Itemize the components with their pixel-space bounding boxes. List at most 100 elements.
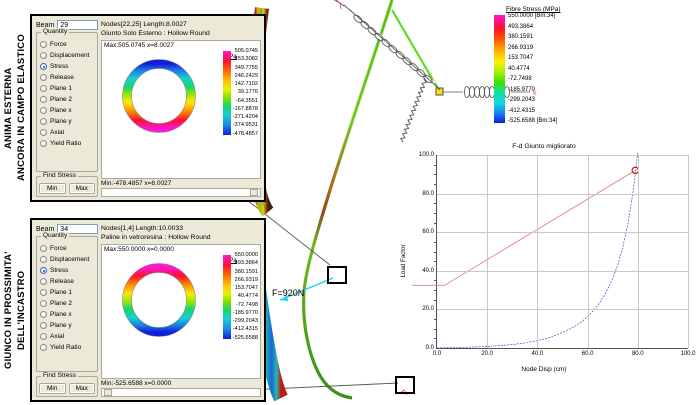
radio-icon	[40, 300, 47, 307]
panel2-find-title: Find Stress	[41, 372, 78, 379]
chart-curves	[437, 155, 688, 348]
panel1-radio-axial-label: Axial	[50, 128, 65, 136]
chart-title: F-d Giunto migliorato	[512, 143, 576, 150]
radio-icon	[40, 344, 47, 351]
panel1-legend-value-7: -167.8878	[232, 105, 258, 112]
panel1-radio-plane1-label: Plane 1	[50, 84, 73, 92]
chart-gridline-h	[437, 193, 688, 195]
panel2-radio-force[interactable]: Force	[40, 243, 95, 254]
panel2-radio-plane2-label: Plane 2	[50, 299, 73, 307]
panel2-legend-value-10: -525.6588	[232, 334, 258, 341]
panel2-find-stress-group: Find Stress Min Max	[36, 372, 98, 397]
panel2-quantity-group: Quantity Force Displacement Stress Relea…	[36, 232, 98, 372]
panel1-radio-release[interactable]: Release	[40, 72, 95, 83]
panel1-beam-input[interactable]: 29	[57, 20, 98, 30]
panel2-legend: 550.0000 493.3864 380.1591 266.9319 153.…	[222, 252, 258, 342]
chart-y-tick: 40.0	[422, 267, 434, 274]
chart-y-minor-tick	[434, 183, 437, 185]
fibre-value-6: -72.7498	[508, 76, 532, 82]
chart-gridline-v	[688, 155, 689, 348]
panel1-radio-planex-label: Plane x	[50, 106, 72, 114]
panel1-legend-value-0: 505.0745	[234, 48, 258, 54]
fibre-value-2: 380.1591	[508, 34, 534, 40]
chart-y-minor-tick	[434, 222, 437, 224]
radio-icon	[40, 140, 47, 147]
panel1-radio-planey[interactable]: Plane y	[40, 116, 95, 127]
panel2-legend-value-7: -185.9770	[232, 309, 258, 316]
panel2-legend-value-9: -412.4315	[232, 326, 258, 333]
beam-stress-dialog-1[interactable]: Beam 29 Quantity Force Displacement Stre…	[30, 14, 266, 202]
panel2-quantity-title: Quantity	[41, 232, 70, 239]
panel2-radio-stress-label: Stress	[50, 266, 69, 274]
panel1-left-column: Beam 29 Quantity Force Displacement Stre…	[36, 20, 98, 197]
panel1-min-line: Min:-478.4857 x=8.0027	[101, 180, 172, 187]
panel1-radio-axial[interactable]: Axial	[40, 127, 95, 138]
radio-icon	[40, 52, 47, 59]
panel2-radio-displacement[interactable]: Displacement	[40, 254, 95, 265]
panel1-radio-plane1[interactable]: Plane 1	[40, 83, 95, 94]
chart-gridline-v	[587, 155, 589, 348]
panel1-scrollbar[interactable]	[101, 188, 261, 197]
panel2-radio-yieldratio[interactable]: Yield Ratio	[40, 342, 95, 353]
radio-icon	[40, 74, 47, 81]
panel1-radio-yieldratio[interactable]: Yield Ratio	[40, 138, 95, 149]
panel1-radio-force[interactable]: Force	[40, 39, 95, 50]
radio-icon	[40, 278, 47, 285]
panel1-legend-value-10: -478.4857	[232, 130, 258, 137]
panel1-max-button[interactable]: Max	[68, 183, 95, 194]
panel1-legend-colorbar	[222, 51, 231, 135]
panel2-legend-value-1: 493.3864	[234, 260, 258, 267]
panel2-legend-values: 550.0000 493.3864 380.1591 266.9319 153.…	[233, 252, 258, 342]
panel2-radio-planex[interactable]: Plane x	[40, 309, 95, 320]
panel2-radio-release[interactable]: Release	[40, 276, 95, 287]
panel2-section-canvas: Max:550.0000 x=0.0000	[101, 244, 261, 379]
panel2-radio-release-label: Release	[50, 277, 74, 285]
panel1-legend-value-9: -374.9531	[232, 122, 258, 129]
panel1-radio-displacement[interactable]: Displacement	[40, 50, 95, 61]
panel2-beam-input[interactable]: 34	[57, 224, 98, 234]
chart-y-minor-tick	[434, 290, 437, 292]
panel2-scrollbar[interactable]	[101, 388, 261, 397]
chart-y-tick: 80.0	[422, 190, 434, 197]
panel2-min-button[interactable]: Min	[39, 383, 66, 394]
panel2-radio-displacement-label: Displacement	[50, 255, 90, 263]
panel2-radio-plane2[interactable]: Plane 2	[40, 298, 95, 309]
panel2-radio-plane1-label: Plane 1	[50, 288, 73, 296]
chart-x-tick: 20.0	[481, 351, 494, 357]
radio-icon-selected	[40, 267, 47, 274]
panel1-radio-force-label: Force	[50, 40, 67, 48]
chart-y-minor-tick	[434, 174, 437, 176]
fibre-value-1: 493.3864	[508, 23, 534, 30]
panel2-radio-stress[interactable]: Stress	[40, 265, 95, 276]
panel1-section-canvas: Max:505.0745 x=8.0027	[101, 40, 261, 179]
panel2-max-button[interactable]: Max	[68, 383, 95, 394]
panel2-beam-row: Beam 34	[36, 224, 98, 234]
panel2-radio-axial[interactable]: Axial	[40, 331, 95, 342]
fibre-stress-values: 550.0000 [Bm:34] 493.3864 380.1591 266.9…	[508, 12, 557, 126]
panel1-find-stress-group: Find Stress Min Max	[36, 172, 98, 197]
chart-gridline-v	[487, 155, 489, 348]
panel1-beam-label: Beam	[36, 21, 55, 29]
beam-stress-dialog-2[interactable]: Beam 34 Quantity Force Displacement Stre…	[30, 218, 266, 402]
panel2-radio-plane1[interactable]: Plane 1	[40, 287, 95, 298]
chart-x-tick: 60.0	[581, 351, 594, 357]
radio-icon	[40, 85, 47, 92]
fibre-value-5: 40.4774	[508, 65, 530, 72]
panel1-radio-plane2-label: Plane 2	[50, 95, 73, 103]
panel1-radio-stress[interactable]: Stress	[40, 61, 95, 72]
panel1-beam-row: Beam 29	[36, 20, 98, 30]
radio-icon	[40, 322, 47, 329]
panel1-radio-planex[interactable]: Plane x	[40, 105, 95, 116]
panel1-min-button[interactable]: Min	[39, 183, 66, 194]
panel2-radio-planey[interactable]: Plane y	[40, 320, 95, 331]
fibre-value-10: -525.6588 [Bm:34]	[508, 118, 558, 124]
panel1-radio-plane2[interactable]: Plane 2	[40, 94, 95, 105]
chart-y-minor-tick	[434, 328, 437, 330]
chart-y-minor-tick	[434, 299, 437, 301]
panel2-hollow-round-section	[122, 263, 196, 337]
panel1-find-title: Find Stress	[41, 172, 78, 179]
panel1-section-line: Giunto Solo Esterno : Hollow Round	[101, 30, 210, 37]
panel1-quantity-title: Quantity	[41, 28, 70, 35]
panel1-radio-yieldratio-label: Yield Ratio	[50, 139, 82, 147]
chart-y-minor-tick	[434, 241, 437, 243]
